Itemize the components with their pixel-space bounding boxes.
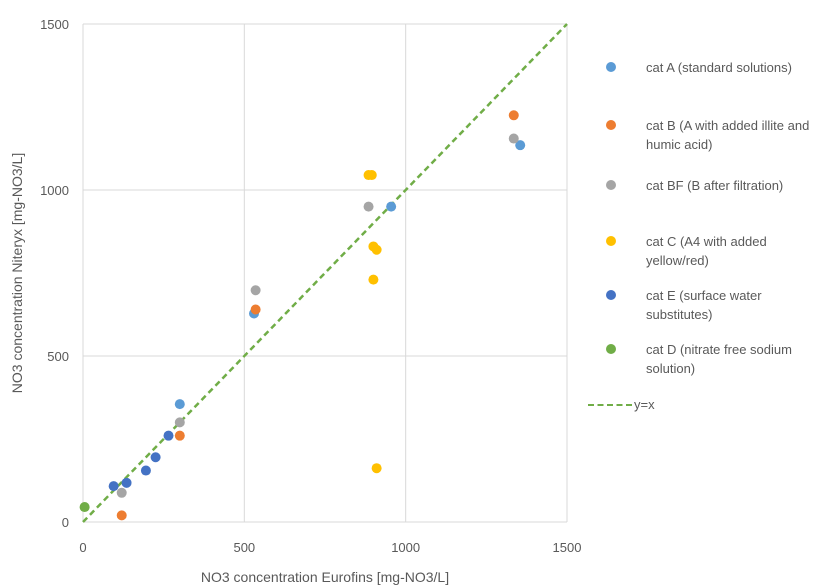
- point-series-3-5: [371, 463, 382, 474]
- point-series-3-1: [366, 170, 377, 181]
- point-series-2-4: [508, 133, 519, 144]
- point-series-2-2: [250, 285, 261, 296]
- y-tick-label-1: 500: [47, 349, 69, 364]
- legend-marker-2: [606, 180, 616, 190]
- y-tick-label-2: 1000: [40, 183, 69, 198]
- point-series-3-3: [371, 244, 382, 255]
- point-series-0-0: [174, 399, 185, 410]
- legend-line-marker: [588, 404, 632, 406]
- legend-marker-4: [606, 290, 616, 300]
- legend-label-2: cat BF (B after filtration): [646, 178, 784, 193]
- point-series-1-2: [250, 304, 261, 315]
- point-series-5-0: [79, 502, 90, 513]
- point-series-0-2: [386, 201, 397, 212]
- point-series-4-3: [150, 452, 161, 463]
- legend-label-5: cat D (nitrate free sodium solution): [646, 342, 792, 376]
- legend-label-4: cat E (surface water substitutes): [646, 288, 762, 322]
- x-tick-label-2: 1000: [391, 540, 420, 555]
- x-axis-title: NO3 concentration Eurofins [mg-NO3/L]: [201, 569, 449, 585]
- legend-label-1: cat B (A with added illite and humic aci…: [646, 118, 810, 152]
- x-tick-label-1: 500: [233, 540, 255, 555]
- point-series-1-3: [508, 110, 519, 121]
- point-series-4-1: [121, 477, 132, 488]
- legend-label-3: cat C (A4 with added yellow/red): [646, 234, 767, 268]
- x-tick-label-3: 1500: [553, 540, 582, 555]
- tick-labels: 0 500 1000 1500 0 500 1000 1500: [40, 17, 581, 555]
- legend-marker-1: [606, 120, 616, 130]
- y-tick-label-0: 0: [62, 515, 69, 530]
- point-series-1-0: [116, 510, 127, 521]
- point-series-0-3: [515, 140, 526, 151]
- grid-lines: [82, 23, 568, 523]
- point-series-3-4: [368, 274, 379, 285]
- x-tick-label-0: 0: [79, 540, 86, 555]
- data-points: [79, 110, 526, 521]
- reference-line-y-equals-x: [82, 23, 568, 523]
- point-series-4-0: [108, 481, 119, 492]
- y-axis-title: NO3 concentration Niteryx [mg-NO3/L]: [9, 153, 25, 393]
- legend-label-reference-line: y=x: [634, 397, 655, 412]
- y-tick-label-3: 1500: [40, 17, 69, 32]
- point-series-2-1: [174, 417, 185, 428]
- point-series-2-3: [363, 201, 374, 212]
- point-series-4-2: [140, 465, 151, 476]
- legend-marker-3: [606, 236, 616, 246]
- point-series-2-0: [116, 487, 127, 498]
- legend-label-0: cat A (standard solutions): [646, 60, 792, 75]
- legend-marker-0: [606, 62, 616, 72]
- point-series-1-1: [174, 430, 185, 441]
- point-series-4-4: [163, 430, 174, 441]
- legend-marker-5: [606, 344, 616, 354]
